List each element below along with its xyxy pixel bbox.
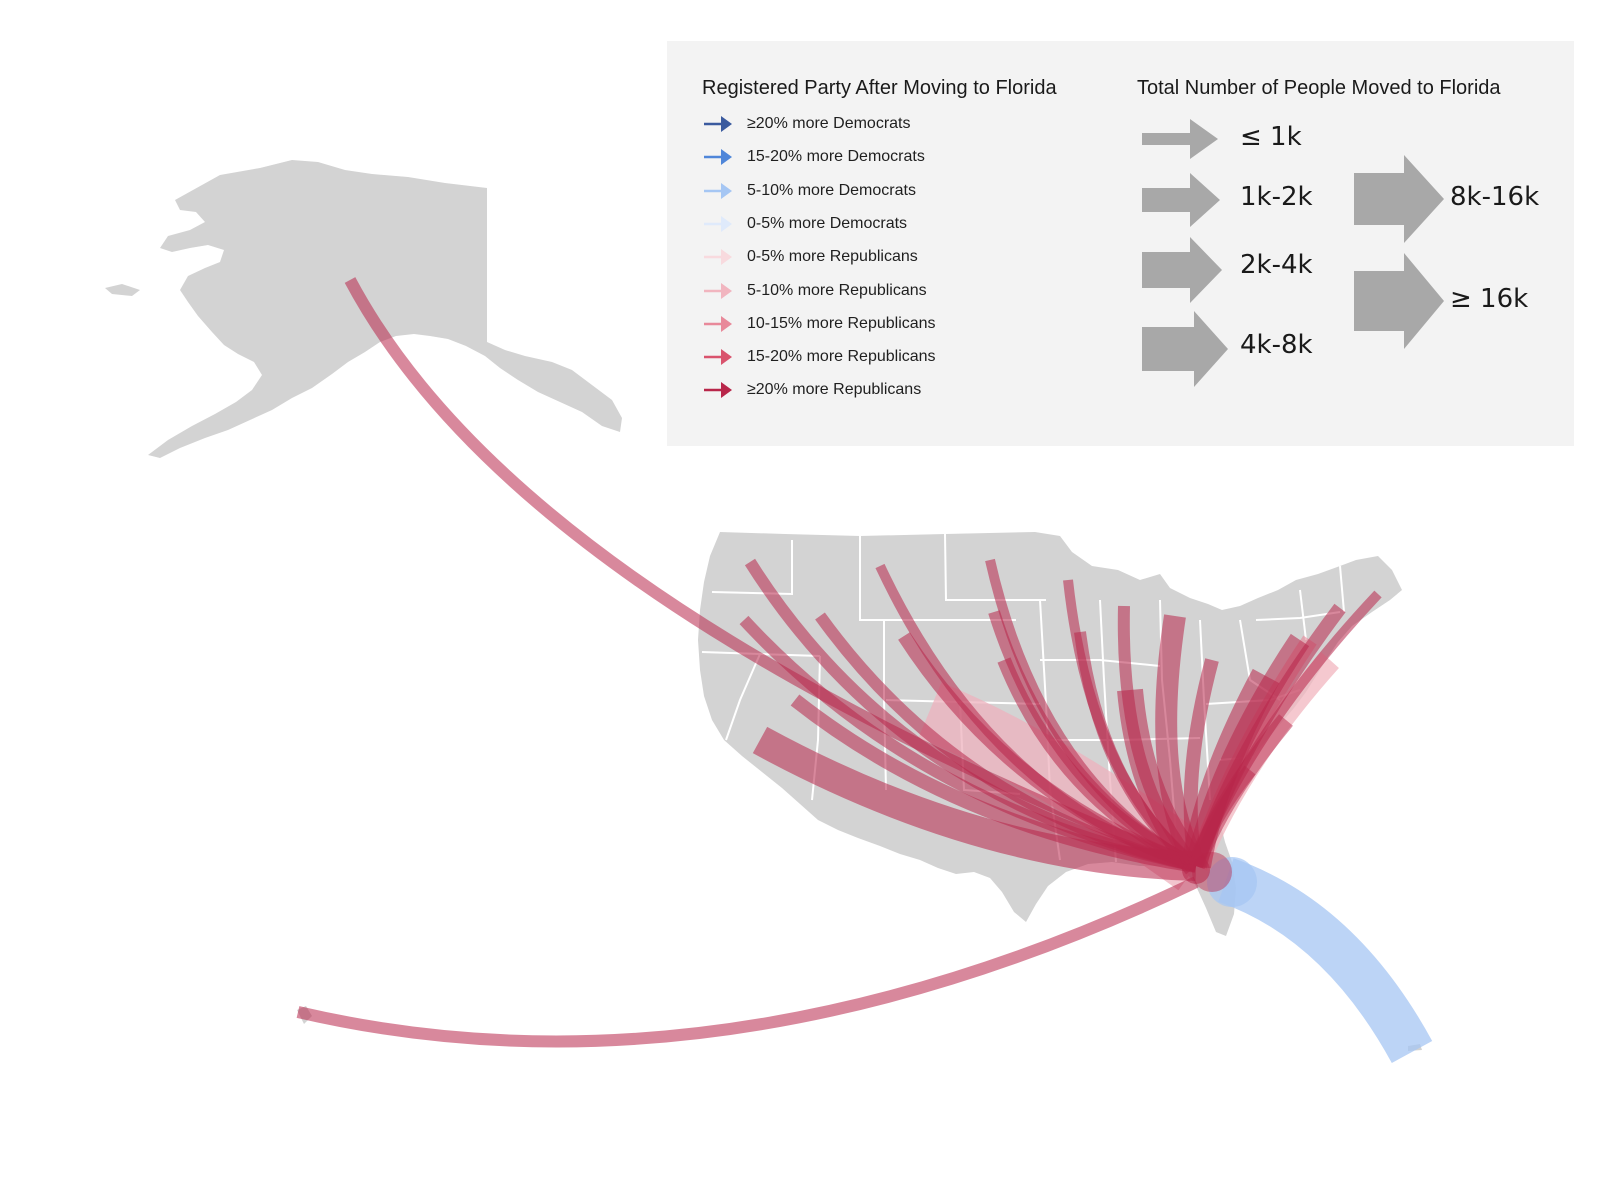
size-arrow-icon (1354, 253, 1444, 349)
party-legend-row: 15-20% more Democrats (703, 146, 925, 168)
legend-panel: Registered Party After Moving to Florida… (667, 41, 1574, 446)
party-legend-label: 0-5% more Democrats (747, 214, 908, 232)
party-legend-label: 15-20% more Democrats (747, 148, 925, 166)
flow-arc-hawaii (296, 876, 1199, 1048)
party-legend-row: 10-15% more Republicans (703, 313, 936, 335)
party-legend-row: 0-5% more Democrats (703, 213, 907, 235)
flow-arc (1189, 765, 1256, 869)
size-label: ≤ 1k (1240, 122, 1302, 152)
size-label: 2k-4k (1240, 250, 1313, 280)
party-legend-label: 15-20% more Republicans (747, 348, 936, 366)
party-legend-label: 10-15% more Republicans (747, 314, 936, 332)
party-arrow-icon (704, 382, 732, 399)
size-legend-title: Total Number of People Moved to Florida (1137, 77, 1501, 99)
party-arrow-icon (704, 182, 732, 199)
party-legend-row: 5-10% more Democrats (703, 180, 916, 202)
party-legend-row: 5-10% more Republicans (703, 280, 927, 302)
party-legend-label: 5-10% more Democrats (747, 181, 916, 199)
party-arrow-icon (704, 349, 732, 366)
flow-arc-puerto-rico (1218, 858, 1433, 1064)
size-arrow-icon (1142, 311, 1228, 387)
party-arrow-icon (704, 215, 732, 232)
size-arrow-icon (1354, 155, 1444, 243)
size-label: ≥ 16k (1450, 284, 1529, 314)
party-arrow-icon (704, 149, 732, 166)
size-label: 8k-16k (1450, 182, 1540, 212)
florida-hub-core (1182, 856, 1210, 884)
size-arrow-icon (1142, 173, 1220, 227)
alaska-shape (148, 160, 622, 458)
party-legend-row: ≥20% more Republicans (703, 379, 921, 401)
party-legend-title: Registered Party After Moving to Florida (702, 77, 1057, 99)
flow-arc (790, 694, 1198, 873)
flow-arc-alaska (344, 277, 1199, 872)
alaska-island-west (105, 284, 140, 296)
party-arrow-icon (704, 315, 732, 332)
size-arrow-icon (1142, 237, 1222, 303)
party-legend-label: 5-10% more Republicans (747, 281, 927, 299)
party-legend-label: ≥20% more Democrats (747, 115, 911, 132)
party-legend-label: ≥20% more Republicans (747, 381, 922, 399)
size-label: 4k-8k (1240, 330, 1313, 360)
party-arrow-icon (704, 282, 732, 299)
size-arrow-icon (1142, 119, 1218, 159)
party-arrow-icon (704, 116, 732, 132)
party-legend-row: 0-5% more Republicans (703, 246, 918, 268)
party-legend-label: 0-5% more Republicans (747, 248, 918, 266)
migration-flows (296, 277, 1433, 1064)
size-label: 1k-2k (1240, 182, 1313, 212)
florida-hub (1207, 857, 1257, 907)
party-arrow-icon (704, 249, 732, 266)
party-legend-row: 15-20% more Republicans (703, 346, 936, 368)
party-legend-row: ≥20% more Democrats (703, 113, 911, 135)
